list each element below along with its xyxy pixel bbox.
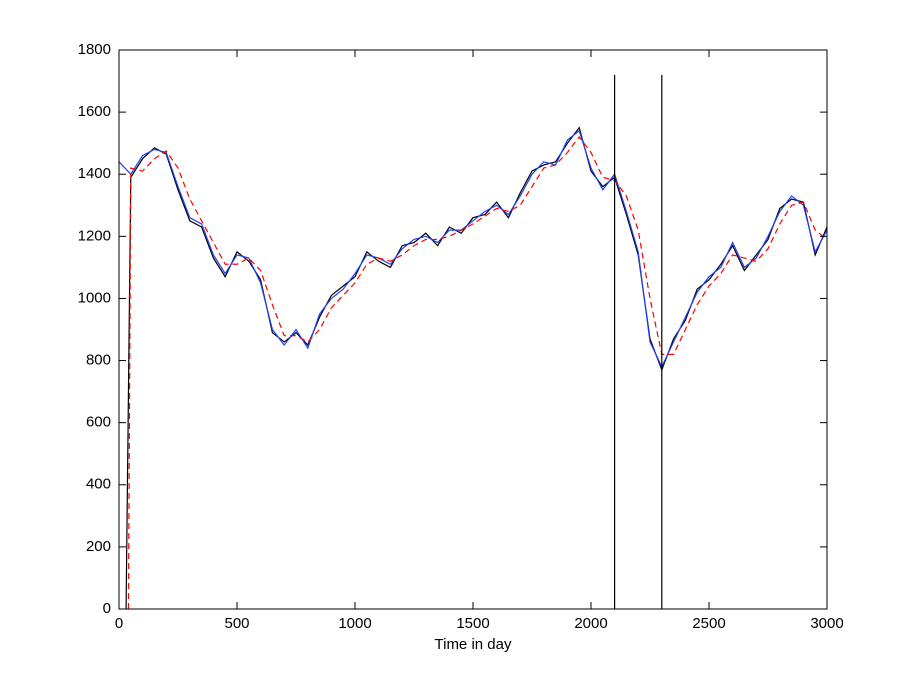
data-line xyxy=(118,129,828,369)
data-line xyxy=(125,126,828,610)
y-tick-label: 1400 xyxy=(78,165,111,182)
y-tick-label: 200 xyxy=(86,538,111,555)
x-tick-label: 0 xyxy=(115,615,123,632)
x-tick-label: 1500 xyxy=(456,615,489,632)
y-tick-label: 800 xyxy=(86,352,111,369)
y-tick-label: 600 xyxy=(86,414,111,431)
y-tick-label: 1800 xyxy=(78,41,111,58)
x-tick-label: 500 xyxy=(224,615,249,632)
x-tick-label: 2500 xyxy=(692,615,725,632)
x-axis-label: Time in day xyxy=(435,636,512,653)
y-tick-label: 0 xyxy=(103,600,111,617)
x-tick-label: 1000 xyxy=(338,615,371,632)
y-tick-label: 1000 xyxy=(78,289,111,306)
x-tick-label: 3000 xyxy=(810,615,843,632)
x-tick-label: 2000 xyxy=(574,615,607,632)
y-tick-label: 1600 xyxy=(78,103,111,120)
y-tick-label: 400 xyxy=(86,476,111,493)
y-tick-label: 1200 xyxy=(78,227,111,244)
data-line xyxy=(127,135,828,610)
